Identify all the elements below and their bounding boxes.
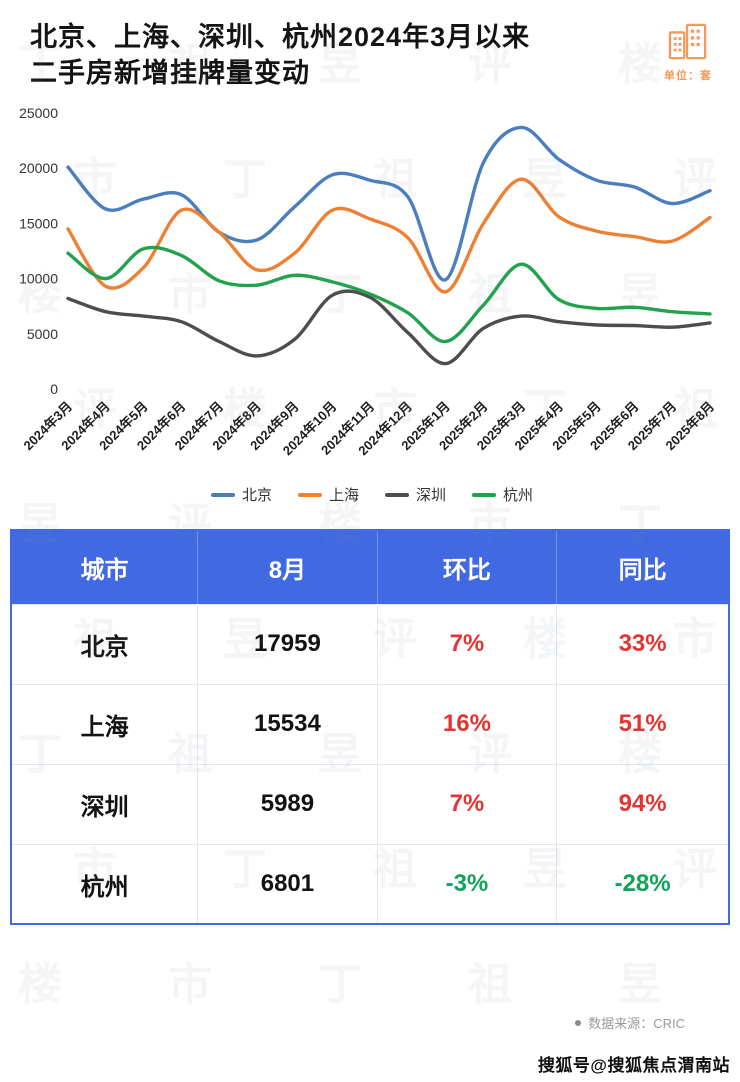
- buildings-icon: [666, 22, 710, 65]
- table-row: 上海 15534 16% 51%: [10, 683, 730, 765]
- legend-label: 北京: [241, 487, 272, 505]
- legend-label: 杭州: [503, 487, 534, 505]
- page-title-line1: 北京、上海、深圳、杭州2024年3月以来: [30, 22, 531, 52]
- legend-swatch: [385, 492, 409, 497]
- yoy-cell: 94%: [556, 763, 730, 845]
- col-header-city: 城市: [11, 530, 198, 605]
- yoy-cell: -28%: [556, 843, 730, 925]
- y-tick-label: 20000: [19, 160, 58, 176]
- data-source: 数据来源：CRIC: [575, 1013, 685, 1032]
- legend-label: 上海: [328, 487, 359, 505]
- city-cell: 北京: [10, 603, 199, 685]
- legend-item: 北京: [210, 484, 272, 505]
- legend-swatch: [472, 492, 497, 497]
- publisher-brand: 搜狐号@搜狐焦点渭南站: [537, 1056, 730, 1075]
- city-cell: 上海: [10, 683, 199, 765]
- mom-cell: 7%: [376, 763, 558, 845]
- watermark-glyph: 昱: [618, 960, 662, 1009]
- yoy-cell: 33%: [556, 603, 730, 685]
- y-tick-label: 15000: [19, 216, 58, 232]
- yoy-cell: 51%: [556, 683, 730, 765]
- page-title-line2: 二手房新增挂牌量变动: [30, 57, 310, 88]
- legend-item: 上海: [297, 484, 359, 505]
- legend-label: 深圳: [416, 487, 447, 505]
- series-line-上海: [66, 177, 712, 294]
- col-header-yoy: 同比: [556, 530, 729, 605]
- summary-table: 城市 8月 环比 同比 北京 17959 7% 33% 上海 15534 16%: [10, 529, 730, 926]
- table-row: 深圳 5989 7% 94%: [10, 763, 730, 845]
- series-line-深圳: [66, 289, 712, 366]
- city-cell: 杭州: [10, 843, 199, 925]
- y-tick-label: 5000: [27, 326, 58, 342]
- col-header-august: 8月: [197, 530, 378, 605]
- table-row: 北京 17959 7% 33%: [10, 603, 730, 685]
- chart-area: 0 5000 10000 15000 20000 25000 2024年3月 2024年4月 2…: [0, 97, 740, 505]
- col-header-mom: 环比: [376, 530, 557, 605]
- watermark-glyph: 市: [168, 960, 212, 1009]
- unit-label: 单位：套: [664, 70, 712, 82]
- unit-badge: 单位：套: [660, 22, 716, 83]
- value-cell: 17959: [197, 603, 378, 685]
- series-line-北京: [66, 125, 712, 282]
- table-row: 杭州 6801 -3% -28%: [10, 843, 730, 925]
- header: 北京、上海、深圳、杭州2024年3月以来 二手房新增挂牌量变动: [0, 0, 740, 91]
- data-source-label: 数据来源：CRIC: [588, 1016, 685, 1031]
- y-tick-label: 25000: [19, 105, 58, 121]
- summary-table-wrap: 城市 8月 环比 同比 北京 17959 7% 33% 上海 15534 16%: [10, 529, 730, 926]
- chart-legend: 北京 上海 深圳 杭州: [4, 484, 740, 505]
- legend-item: 深圳: [385, 484, 446, 505]
- legend-swatch: [297, 492, 322, 497]
- table-header-row: 城市 8月 环比 同比: [11, 530, 729, 605]
- watermark-glyph: 楼: [18, 960, 62, 1009]
- mom-cell: 7%: [376, 603, 558, 685]
- legend-swatch: [210, 492, 235, 497]
- series-line-杭州: [66, 245, 712, 344]
- mom-cell: 16%: [376, 683, 558, 765]
- value-cell: 15534: [197, 683, 378, 765]
- page-title: 北京、上海、深圳、杭州2024年3月以来 二手房新增挂牌量变动: [30, 20, 530, 91]
- legend-item: 杭州: [472, 484, 533, 505]
- city-cell: 深圳: [10, 763, 199, 845]
- watermark-glyph: 丁: [318, 960, 362, 1009]
- y-tick-label: 10000: [19, 271, 58, 287]
- line-chart: 05000100001500020000250002024年3月2024年4月2…: [19, 105, 717, 458]
- dot-icon: [575, 1019, 582, 1026]
- watermark-glyph: 祖: [468, 960, 512, 1009]
- y-tick-label: 0: [50, 381, 58, 397]
- value-cell: 6801: [197, 843, 378, 925]
- mom-cell: -3%: [376, 843, 558, 925]
- value-cell: 5989: [197, 763, 378, 845]
